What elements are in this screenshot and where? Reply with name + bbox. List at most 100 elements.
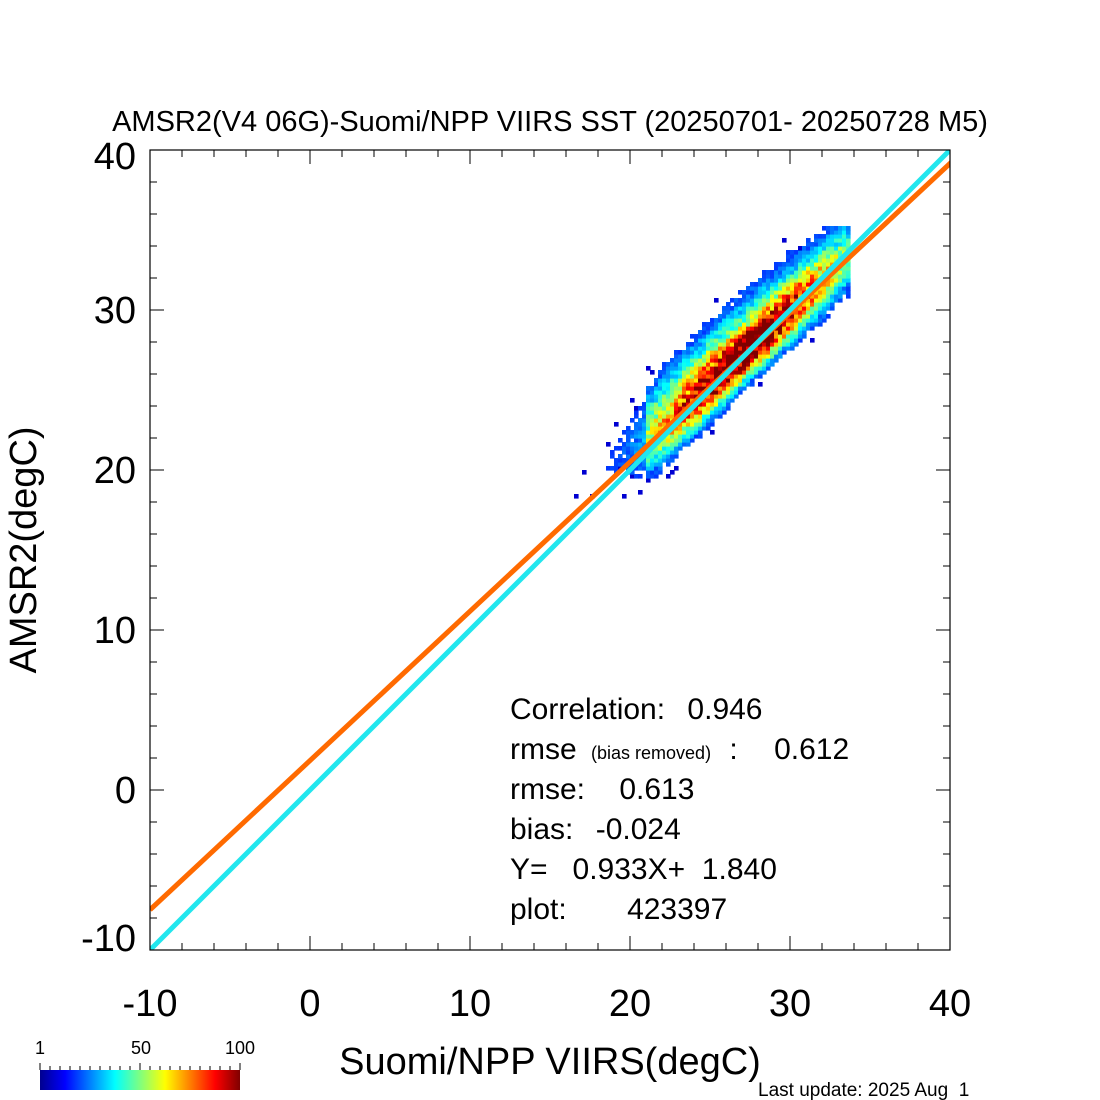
- density-cell: [658, 454, 663, 459]
- density-cell: [730, 306, 735, 311]
- density-cell: [722, 314, 727, 319]
- density-cell: [642, 410, 647, 415]
- density-cell: [814, 270, 819, 275]
- density-cell: [746, 286, 751, 291]
- density-cell: [822, 250, 827, 255]
- density-cell: [782, 238, 787, 243]
- density-cell: [766, 306, 771, 311]
- density-cell: [758, 314, 763, 319]
- density-cell: [722, 330, 727, 335]
- density-cell: [710, 390, 715, 395]
- density-cell: [802, 250, 807, 255]
- density-cell: [758, 322, 763, 327]
- density-cell: [638, 426, 643, 431]
- density-cell: [794, 294, 799, 299]
- density-cell: [798, 334, 803, 339]
- density-cell: [722, 346, 727, 351]
- density-cell: [750, 290, 755, 295]
- density-cell: [774, 290, 779, 295]
- density-cell: [750, 306, 755, 311]
- density-cell: [654, 458, 659, 463]
- density-cell: [770, 338, 775, 343]
- density-cell: [670, 442, 675, 447]
- density-cell: [698, 366, 703, 371]
- density-cell: [778, 286, 783, 291]
- density-cell: [802, 334, 807, 339]
- density-cell: [742, 294, 747, 299]
- density-cell: [806, 250, 811, 255]
- density-cell: [830, 230, 835, 235]
- density-cell: [774, 270, 779, 275]
- density-cell: [682, 442, 687, 447]
- density-cell: [774, 302, 779, 307]
- density-scatter: [574, 226, 851, 499]
- density-cell: [698, 378, 703, 383]
- density-cell: [834, 298, 839, 303]
- density-cell: [814, 250, 819, 255]
- density-cell: [838, 250, 843, 255]
- density-cell: [698, 426, 703, 431]
- density-cell: [818, 286, 823, 291]
- density-cell: [650, 402, 655, 407]
- density-cell: [742, 382, 747, 387]
- density-cell: [666, 382, 671, 387]
- density-cell: [822, 282, 827, 287]
- density-cell: [678, 422, 683, 427]
- density-cell: [738, 382, 743, 387]
- density-cell: [814, 274, 819, 279]
- density-cell: [814, 242, 819, 247]
- density-cell: [746, 306, 751, 311]
- density-cell: [702, 422, 707, 427]
- density-cell: [710, 366, 715, 371]
- density-cell: [838, 298, 843, 303]
- density-cell: [678, 382, 683, 387]
- colorbar: 1 50 100: [35, 1038, 255, 1090]
- density-cell: [714, 414, 719, 419]
- density-cell: [694, 406, 699, 411]
- density-cell: [686, 362, 691, 367]
- density-cell: [654, 398, 659, 403]
- density-cell: [662, 386, 667, 391]
- density-cell: [650, 450, 655, 455]
- y-tick-label: -10: [81, 918, 136, 960]
- density-cell: [762, 326, 767, 331]
- density-cell: [830, 238, 835, 243]
- density-cell: [698, 390, 703, 395]
- density-cell: [718, 382, 723, 387]
- density-cell: [814, 262, 819, 267]
- density-cell: [802, 282, 807, 287]
- density-cell: [718, 334, 723, 339]
- density-cell: [658, 370, 663, 375]
- density-cell: [734, 386, 739, 391]
- density-cell: [750, 378, 755, 383]
- density-cell: [710, 362, 715, 367]
- density-cell: [734, 298, 739, 303]
- density-cell: [718, 314, 723, 319]
- density-cell: [834, 274, 839, 279]
- density-cell: [770, 342, 775, 347]
- density-cell: [790, 286, 795, 291]
- density-cell: [782, 302, 787, 307]
- density-cell: [794, 342, 799, 347]
- density-cell: [730, 378, 735, 383]
- density-cell: [666, 462, 671, 467]
- density-cell: [702, 330, 707, 335]
- density-cell: [758, 294, 763, 299]
- density-cell: [822, 286, 827, 291]
- density-cell: [742, 370, 747, 375]
- density-cell: [794, 254, 799, 259]
- density-cell: [778, 274, 783, 279]
- density-cell: [682, 398, 687, 403]
- density-cell: [838, 242, 843, 247]
- density-cell: [742, 310, 747, 315]
- density-cell: [826, 286, 831, 291]
- stats-correlation: Correlation: 0.946: [510, 693, 763, 726]
- density-cell: [786, 346, 791, 351]
- density-cell: [798, 270, 803, 275]
- density-cell: [710, 330, 715, 335]
- bias-value: -0.024: [596, 813, 681, 846]
- density-cell: [626, 442, 631, 447]
- density-cell: [690, 438, 695, 443]
- density-cell: [750, 370, 755, 375]
- density-cell: [714, 318, 719, 323]
